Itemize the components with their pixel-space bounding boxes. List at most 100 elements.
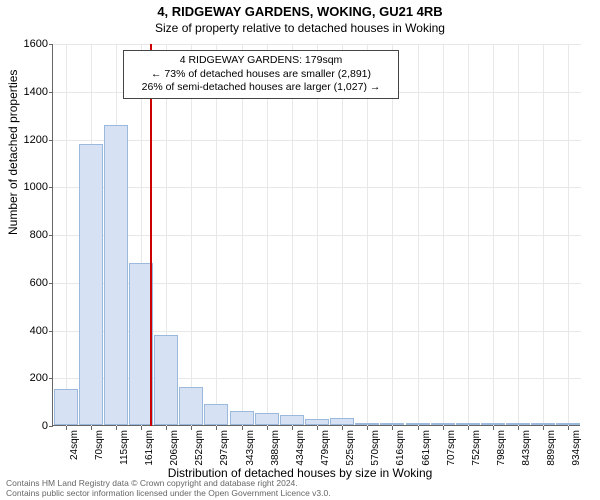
plot-area: 0200400600800100012001400160024sqm70sqm1… [52,44,580,426]
histogram-bar [481,423,505,425]
chart-title: 4, RIDGEWAY GARDENS, WOKING, GU21 4RB [0,0,600,19]
xtick-label: 570sqm [370,430,381,466]
xtick-mark [468,426,469,430]
xtick-label: 661sqm [421,430,432,466]
annotation-line: 4 RIDGEWAY GARDENS: 179sqm [130,54,392,68]
gridline-vertical [292,44,293,426]
ytick-mark [49,283,53,284]
histogram-bar [456,423,480,425]
histogram-bar [204,404,228,425]
xtick-label: 798sqm [496,430,507,466]
xtick-label: 707sqm [446,430,457,466]
xtick-label: 252sqm [194,430,205,466]
gridline-vertical [216,44,217,426]
gridline-vertical [342,44,343,426]
ytick-label: 600 [8,277,48,289]
histogram-bar [255,413,279,425]
xtick-label: 889sqm [546,430,557,466]
gridline-vertical [418,44,419,426]
gridline-vertical [66,44,67,426]
ytick-label: 1200 [8,134,48,146]
ytick-mark [49,44,53,45]
annotation-line: ← 73% of detached houses are smaller (2,… [130,68,392,82]
xtick-mark [116,426,117,430]
xtick-label: 434sqm [295,430,306,466]
histogram-bar [406,423,430,425]
histogram-bar [280,415,304,425]
xtick-mark [141,426,142,430]
xtick-mark [392,426,393,430]
xtick-mark [367,426,368,430]
gridline-vertical [468,44,469,426]
histogram-bar [179,387,203,425]
gridline-vertical [392,44,393,426]
gridline-vertical [518,44,519,426]
ytick-label: 1400 [8,86,48,98]
ytick-mark [49,378,53,379]
histogram-bar [506,423,530,425]
gridline-vertical [493,44,494,426]
gridline-vertical [242,44,243,426]
histogram-bar [330,418,354,425]
annotation-line: 26% of semi-detached houses are larger (… [130,81,392,95]
gridline-vertical [317,44,318,426]
chart-area: 0200400600800100012001400160024sqm70sqm1… [52,44,580,426]
xtick-label: 479sqm [320,430,331,466]
ytick-mark [49,426,53,427]
xtick-label: 934sqm [571,430,582,466]
ytick-label: 200 [8,372,48,384]
xtick-mark [216,426,217,430]
histogram-bar [79,144,103,425]
footer-attribution: Contains HM Land Registry data © Crown c… [6,479,331,498]
xtick-mark [493,426,494,430]
xtick-label: 115sqm [119,430,130,465]
ytick-label: 400 [8,325,48,337]
xtick-mark [166,426,167,430]
xtick-mark [568,426,569,430]
xtick-mark [543,426,544,430]
gridline-vertical [191,44,192,426]
histogram-bar [355,423,379,425]
histogram-bar [230,411,254,425]
histogram-bar [154,335,178,425]
xtick-mark [191,426,192,430]
xtick-mark [267,426,268,430]
ytick-label: 1600 [8,38,48,50]
ytick-mark [49,331,53,332]
histogram-bar [54,389,78,425]
histogram-bar [305,419,329,425]
gridline-vertical [267,44,268,426]
footer-line-2: Contains public sector information licen… [6,489,331,498]
xtick-mark [242,426,243,430]
xtick-mark [443,426,444,430]
xtick-mark [342,426,343,430]
ytick-label: 1000 [8,181,48,193]
ytick-label: 0 [8,420,48,432]
histogram-bar [556,423,580,425]
xtick-label: 525sqm [345,430,356,466]
xtick-label: 752sqm [471,430,482,466]
xtick-mark [91,426,92,430]
gridline-vertical [443,44,444,426]
histogram-bar [531,423,555,425]
xtick-label: 843sqm [521,430,532,466]
xtick-label: 206sqm [169,430,180,466]
ytick-label: 800 [8,229,48,241]
histogram-bar [431,423,455,425]
gridline-vertical [543,44,544,426]
xtick-label: 343sqm [245,430,256,466]
histogram-bar [380,423,404,425]
xtick-label: 616sqm [395,430,406,466]
property-marker-line [150,44,152,426]
histogram-bar [104,125,128,425]
ytick-mark [49,140,53,141]
gridline-vertical [367,44,368,426]
xtick-label: 297sqm [219,430,230,466]
ytick-mark [49,92,53,93]
xtick-label: 70sqm [94,430,105,460]
xtick-mark [518,426,519,430]
xtick-label: 24sqm [69,430,80,460]
annotation-box: 4 RIDGEWAY GARDENS: 179sqm← 73% of detac… [123,50,399,99]
xtick-mark [292,426,293,430]
ytick-mark [49,235,53,236]
